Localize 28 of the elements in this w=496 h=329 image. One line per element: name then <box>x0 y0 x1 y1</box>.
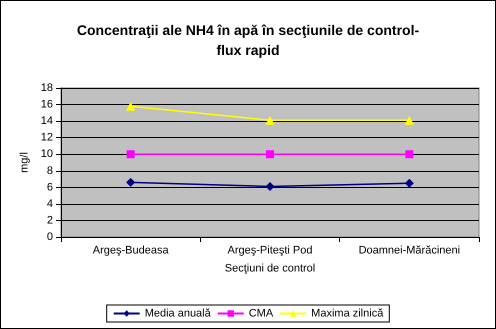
point <box>266 182 274 192</box>
y-tick-label: 18 <box>40 82 53 94</box>
y-tick-label: 10 <box>40 148 53 160</box>
point <box>126 102 136 111</box>
point <box>405 150 414 158</box>
point <box>126 150 135 158</box>
y-tick-label: 8 <box>46 164 53 177</box>
legend-label: CMA <box>248 308 274 320</box>
y-tick-label: 4 <box>46 198 53 210</box>
x-tick-label: Argeş-Piteşti Pod <box>228 244 312 256</box>
x-axis-title: Secţiuni de control <box>224 262 316 274</box>
point <box>266 150 274 158</box>
point <box>404 116 414 125</box>
point <box>266 116 274 125</box>
point <box>126 178 136 187</box>
y-tick-label: 6 <box>46 181 53 194</box>
y-tick-label: 2 <box>46 214 53 226</box>
y-tick-label: 0 <box>46 231 53 243</box>
x-tick-label: Argeş-Budeasa <box>92 244 170 256</box>
legend-label: Media anuală <box>144 308 212 320</box>
y-tick-label: 14 <box>40 115 53 128</box>
y-tick-label: 16 <box>40 98 53 111</box>
y-tick-label: 12 <box>40 132 53 144</box>
chart-title: Concentraţii ale NH4 în apă în secţiunile de control- flux rapid <box>76 22 420 58</box>
point <box>404 178 414 188</box>
legend-label: Maxima zilnică <box>311 308 384 320</box>
y-axis-title: mg/l <box>18 152 30 173</box>
x-tick-label: Doamnei-Mărăcineni <box>358 244 460 256</box>
